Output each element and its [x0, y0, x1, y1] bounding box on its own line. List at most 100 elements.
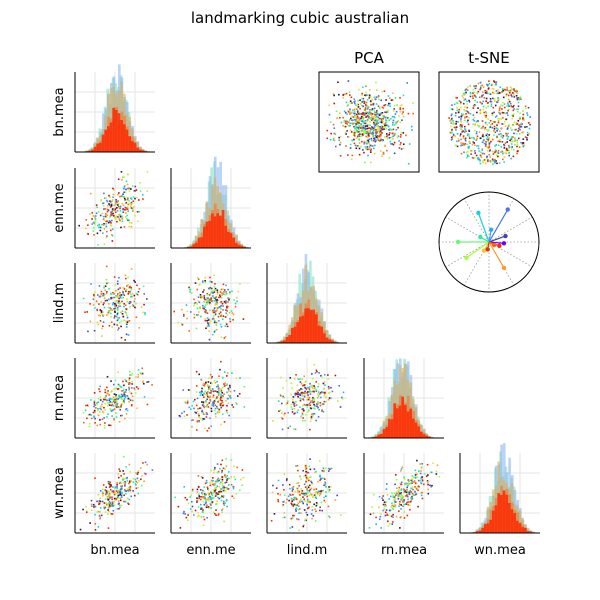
scatter-point [117, 318, 119, 320]
projection-point [502, 123, 505, 125]
projection-point [402, 132, 405, 134]
scatter-point [313, 385, 316, 387]
scatter-point [216, 291, 219, 293]
projection-point [373, 139, 375, 142]
scatter-point [119, 291, 121, 294]
scatter-point [191, 510, 193, 513]
scatter-point [306, 514, 309, 516]
scatter-point [391, 504, 394, 507]
scatter-wn.mea-vs-enn.me [170, 453, 251, 534]
scatter-point [217, 307, 219, 309]
scatter-point [111, 240, 114, 242]
projection-point [481, 102, 483, 105]
scatter-point [369, 513, 372, 516]
scatter-point [218, 411, 221, 414]
scatter-point [290, 502, 293, 505]
scatter-point [372, 512, 375, 515]
projection-point [486, 149, 489, 152]
scatter-point [281, 412, 283, 414]
projection-point [460, 144, 462, 147]
projection-point [461, 125, 463, 128]
scatter-point [114, 397, 117, 399]
scatter-point [125, 326, 128, 328]
scatter-point [213, 468, 216, 470]
scatter-point [297, 395, 299, 398]
scatter-point [119, 302, 122, 304]
projection-point [476, 157, 479, 159]
hist-bar [529, 531, 532, 533]
scatter-point [390, 506, 393, 508]
hist-bar [500, 494, 503, 533]
scatter-point [110, 293, 113, 296]
projection-point [460, 124, 463, 127]
radial-spoke [463, 198, 490, 243]
projection-point [455, 122, 457, 125]
projection-point [363, 142, 365, 145]
hist-bar [288, 324, 291, 343]
hist-bar [505, 494, 508, 533]
scatter-point [129, 374, 131, 376]
scatter-point [127, 503, 130, 505]
scatter-point [280, 402, 283, 405]
scatter-point [112, 292, 115, 295]
projection-point [512, 113, 515, 115]
projection-point [524, 136, 527, 138]
projection-point [510, 157, 512, 160]
scatter-point [103, 506, 106, 509]
scatter-point [306, 492, 308, 494]
scatter-point [214, 466, 216, 469]
projection-point [379, 114, 381, 116]
projection-point [333, 127, 336, 129]
scatter-point [221, 495, 223, 497]
scatter-point [417, 479, 420, 482]
scatter-point [106, 404, 109, 407]
scatter-point [206, 516, 208, 519]
scatter-point [121, 179, 123, 181]
projection-point [359, 102, 362, 105]
scatter-point [217, 401, 219, 403]
projection-point [503, 103, 506, 105]
scatter-point [95, 204, 98, 206]
scatter-point [90, 417, 93, 420]
scatter-point [223, 337, 226, 339]
projection-point [497, 97, 499, 99]
projection-point [517, 105, 520, 108]
scatter-point [102, 411, 105, 414]
scatter-point [225, 486, 228, 489]
projection-point [449, 131, 452, 134]
scatter-point [123, 225, 126, 228]
scatter-point [113, 393, 116, 395]
scatter-point [292, 396, 295, 398]
scatter-point [221, 507, 224, 510]
row-label-lind.m: lind.m [52, 283, 67, 324]
scatter-point [104, 422, 106, 424]
projection-point [463, 109, 466, 111]
scatter-point [116, 312, 119, 315]
radial-point [501, 241, 507, 246]
scatter-point [94, 217, 97, 220]
scatter-point [140, 478, 142, 481]
hist-bar [301, 315, 305, 343]
scatter-point [316, 405, 318, 408]
projection-point [514, 139, 517, 141]
projection-point [481, 94, 483, 97]
scatter-point [196, 410, 199, 413]
scatter-point [128, 386, 130, 389]
scatter-point [214, 480, 217, 483]
scatter-point [216, 289, 219, 291]
projection-point [507, 101, 509, 104]
scatter-point [198, 493, 200, 495]
projection-point [360, 127, 362, 129]
projection-point [468, 155, 470, 157]
scatter-point [406, 486, 408, 489]
projection-point [466, 89, 469, 92]
scatter-point [120, 485, 122, 488]
projection-point [460, 113, 463, 115]
scatter-point [99, 399, 102, 401]
scatter-point [317, 391, 320, 393]
projection-point [467, 119, 469, 122]
row-label-rn.mea: rn.mea [52, 375, 67, 421]
scatter-point [216, 299, 219, 301]
scatter-point [295, 465, 297, 467]
projection-point [513, 104, 515, 107]
